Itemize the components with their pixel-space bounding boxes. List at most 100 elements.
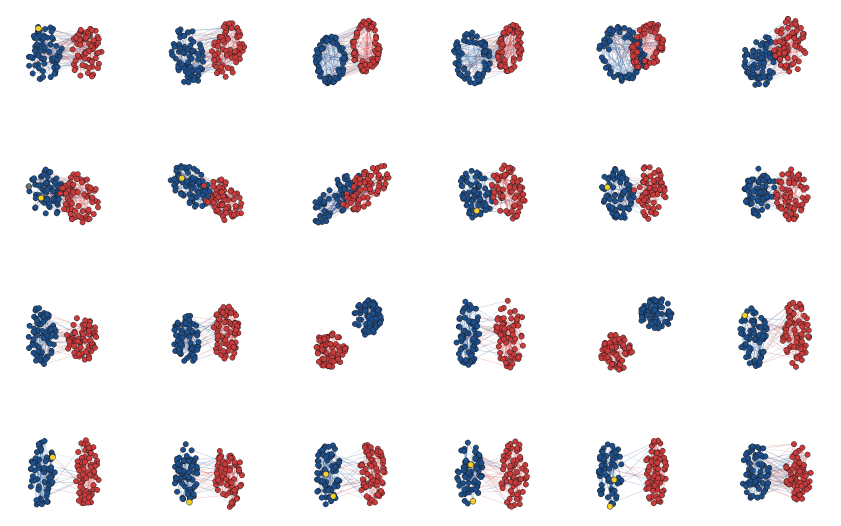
network-panel-r1c3 bbox=[312, 17, 383, 87]
edge bbox=[320, 42, 334, 73]
yellow-node bbox=[473, 207, 480, 214]
blue-node bbox=[752, 210, 759, 217]
blue-node bbox=[41, 55, 48, 62]
blue-node bbox=[617, 196, 624, 203]
blue-node bbox=[47, 41, 54, 48]
blue-node bbox=[33, 41, 40, 48]
red-node bbox=[641, 197, 648, 203]
red-node bbox=[238, 200, 245, 207]
blue-node bbox=[758, 54, 765, 61]
blue-node bbox=[621, 25, 628, 31]
blue-node bbox=[464, 70, 471, 77]
blue-node bbox=[185, 59, 192, 66]
blue-node bbox=[32, 204, 39, 211]
blue-node bbox=[477, 40, 484, 46]
red-node bbox=[646, 184, 653, 191]
blue-node bbox=[32, 195, 39, 202]
red-node bbox=[373, 35, 380, 42]
blue-node bbox=[315, 219, 322, 226]
bridge-edge bbox=[50, 27, 94, 47]
red-node bbox=[86, 64, 93, 71]
red-node bbox=[92, 186, 99, 193]
blue-node bbox=[39, 328, 46, 334]
red-node bbox=[659, 36, 666, 43]
red-node bbox=[517, 186, 523, 193]
red-node bbox=[219, 202, 226, 209]
red-node bbox=[499, 41, 506, 48]
yellow-node bbox=[37, 194, 45, 202]
blue-node bbox=[766, 68, 773, 74]
panel-nodes bbox=[25, 24, 105, 82]
red-node bbox=[232, 203, 239, 209]
red-node bbox=[500, 29, 507, 36]
red-node bbox=[777, 56, 784, 63]
blue-node bbox=[627, 196, 634, 203]
red-node bbox=[369, 165, 376, 172]
red-node bbox=[375, 171, 382, 178]
red-node bbox=[224, 64, 231, 71]
network-panel-r1c1 bbox=[25, 24, 105, 82]
red-node bbox=[384, 171, 390, 178]
edge bbox=[317, 56, 344, 59]
red-node bbox=[499, 166, 506, 172]
blue-node bbox=[190, 38, 197, 45]
red-node bbox=[657, 172, 664, 179]
red-node bbox=[795, 172, 801, 179]
blue-node bbox=[173, 167, 180, 174]
edge bbox=[368, 28, 374, 62]
blue-node bbox=[185, 29, 192, 36]
blue-node bbox=[36, 305, 43, 312]
blue-node bbox=[626, 27, 633, 34]
blue-node bbox=[188, 195, 195, 202]
red-node bbox=[791, 180, 798, 187]
red-node bbox=[508, 208, 515, 215]
blue-node bbox=[759, 69, 766, 75]
edge bbox=[364, 25, 369, 65]
blue-node bbox=[47, 74, 54, 81]
red-node bbox=[232, 54, 239, 61]
blue-node bbox=[187, 42, 194, 49]
edge bbox=[323, 47, 339, 70]
red-node bbox=[90, 37, 97, 44]
red-node bbox=[520, 191, 527, 198]
red-node bbox=[363, 21, 370, 27]
red-node bbox=[88, 27, 95, 34]
blue-node bbox=[50, 188, 56, 195]
blue-node bbox=[30, 349, 37, 356]
red-node bbox=[73, 315, 80, 322]
red-node bbox=[499, 49, 506, 56]
blue-node bbox=[172, 187, 179, 194]
bridge-edge bbox=[335, 37, 356, 53]
red-node bbox=[236, 33, 243, 40]
blue-node bbox=[33, 34, 40, 41]
blue-node bbox=[43, 180, 50, 186]
red-node bbox=[655, 167, 662, 174]
red-node bbox=[503, 208, 510, 215]
blue-node bbox=[473, 33, 480, 40]
red-node bbox=[95, 65, 101, 72]
red-node bbox=[502, 171, 509, 178]
blue-node bbox=[343, 172, 350, 179]
red-node bbox=[86, 322, 93, 329]
red-node bbox=[74, 171, 81, 178]
blue-node bbox=[33, 357, 40, 364]
red-node bbox=[70, 321, 77, 328]
blue-node bbox=[760, 74, 767, 81]
bridge-edge bbox=[316, 25, 373, 51]
red-node bbox=[514, 213, 520, 219]
gray-node bbox=[25, 183, 32, 190]
blue-node bbox=[611, 192, 618, 199]
blue-node bbox=[332, 74, 338, 81]
blue-node bbox=[44, 186, 51, 193]
blue-node bbox=[189, 48, 196, 54]
edge bbox=[324, 38, 337, 80]
red-node bbox=[634, 63, 641, 70]
red-node bbox=[78, 179, 85, 186]
edge bbox=[355, 50, 376, 60]
bridge-edge bbox=[173, 23, 230, 45]
blue-node bbox=[482, 202, 489, 209]
blue-node bbox=[46, 48, 53, 55]
blue-node bbox=[326, 187, 333, 194]
blue-node bbox=[463, 179, 470, 185]
blue-node bbox=[321, 76, 328, 83]
